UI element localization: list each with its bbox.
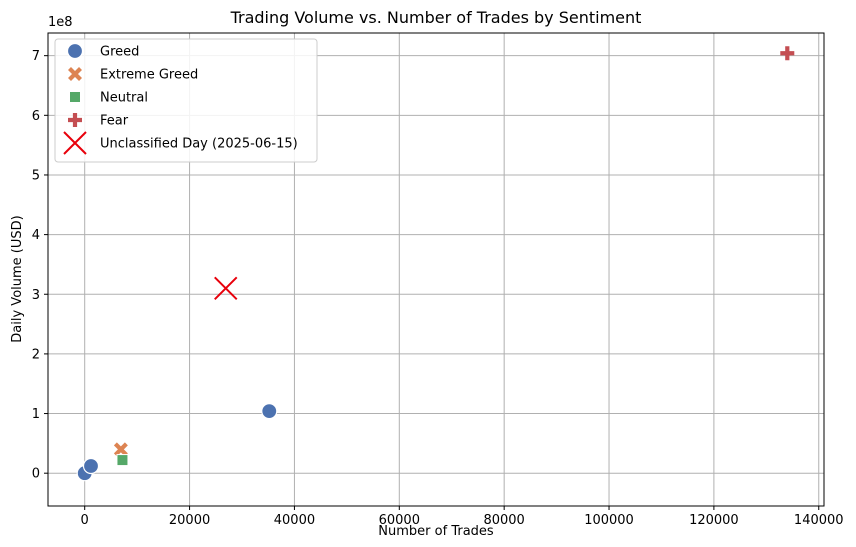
legend: Greed Extreme Greed Neutral Fear Unclassifie… — [54, 38, 318, 163]
y-tick-label: 0 — [32, 467, 40, 482]
axes: 0 20000 40000 60000 80000 100000 120000 140000 0… — [32, 32, 844, 528]
y-tick-label: 6 — [32, 109, 40, 124]
data-point — [261, 403, 278, 420]
y-tick-label: 3 — [32, 288, 40, 303]
data-points — [76, 46, 795, 482]
plot-frame — [47, 32, 825, 507]
legend-label: Fear — [100, 114, 129, 129]
x-axis-label: Number of Trades — [378, 524, 494, 539]
y-axis-offset-text: 1e8 — [48, 15, 73, 30]
data-point — [116, 454, 129, 467]
data-point — [82, 457, 100, 475]
x-tick-label: 140000 — [794, 513, 844, 528]
legend-marker — [66, 42, 84, 60]
x-tick-label: 60000 — [379, 513, 420, 528]
y-tick-label: 7 — [32, 49, 40, 64]
legend-marker — [69, 91, 81, 103]
legend-label: Extreme Greed — [100, 68, 198, 83]
legend-marker — [63, 131, 87, 155]
x-tick-label: 40000 — [274, 513, 315, 528]
legend-label: Greed — [100, 45, 139, 60]
y-tick-label: 4 — [32, 228, 40, 243]
data-point — [780, 46, 795, 61]
data-point — [214, 276, 238, 300]
x-tick-label: 20000 — [169, 513, 210, 528]
x-tick-label: 120000 — [689, 513, 739, 528]
grid — [48, 33, 824, 506]
legend-marker — [68, 113, 82, 127]
data-point — [113, 442, 128, 457]
legend-label: Neutral — [100, 91, 148, 106]
x-tick-label: 0 — [81, 513, 89, 528]
y-tick-label: 5 — [32, 168, 40, 183]
x-tick-label: 80000 — [483, 513, 524, 528]
legend-box — [54, 38, 318, 163]
y-tick-label: 1 — [32, 407, 40, 422]
x-tick-label: 100000 — [584, 513, 634, 528]
y-tick-label: 2 — [32, 347, 40, 362]
legend-label: Unclassified Day (2025-06-15) — [100, 137, 298, 152]
legend-marker — [68, 67, 82, 81]
chart-title: Trading Volume vs. Number of Trades by S… — [230, 8, 642, 27]
y-axis-label: Daily Volume (USD) — [10, 215, 25, 342]
